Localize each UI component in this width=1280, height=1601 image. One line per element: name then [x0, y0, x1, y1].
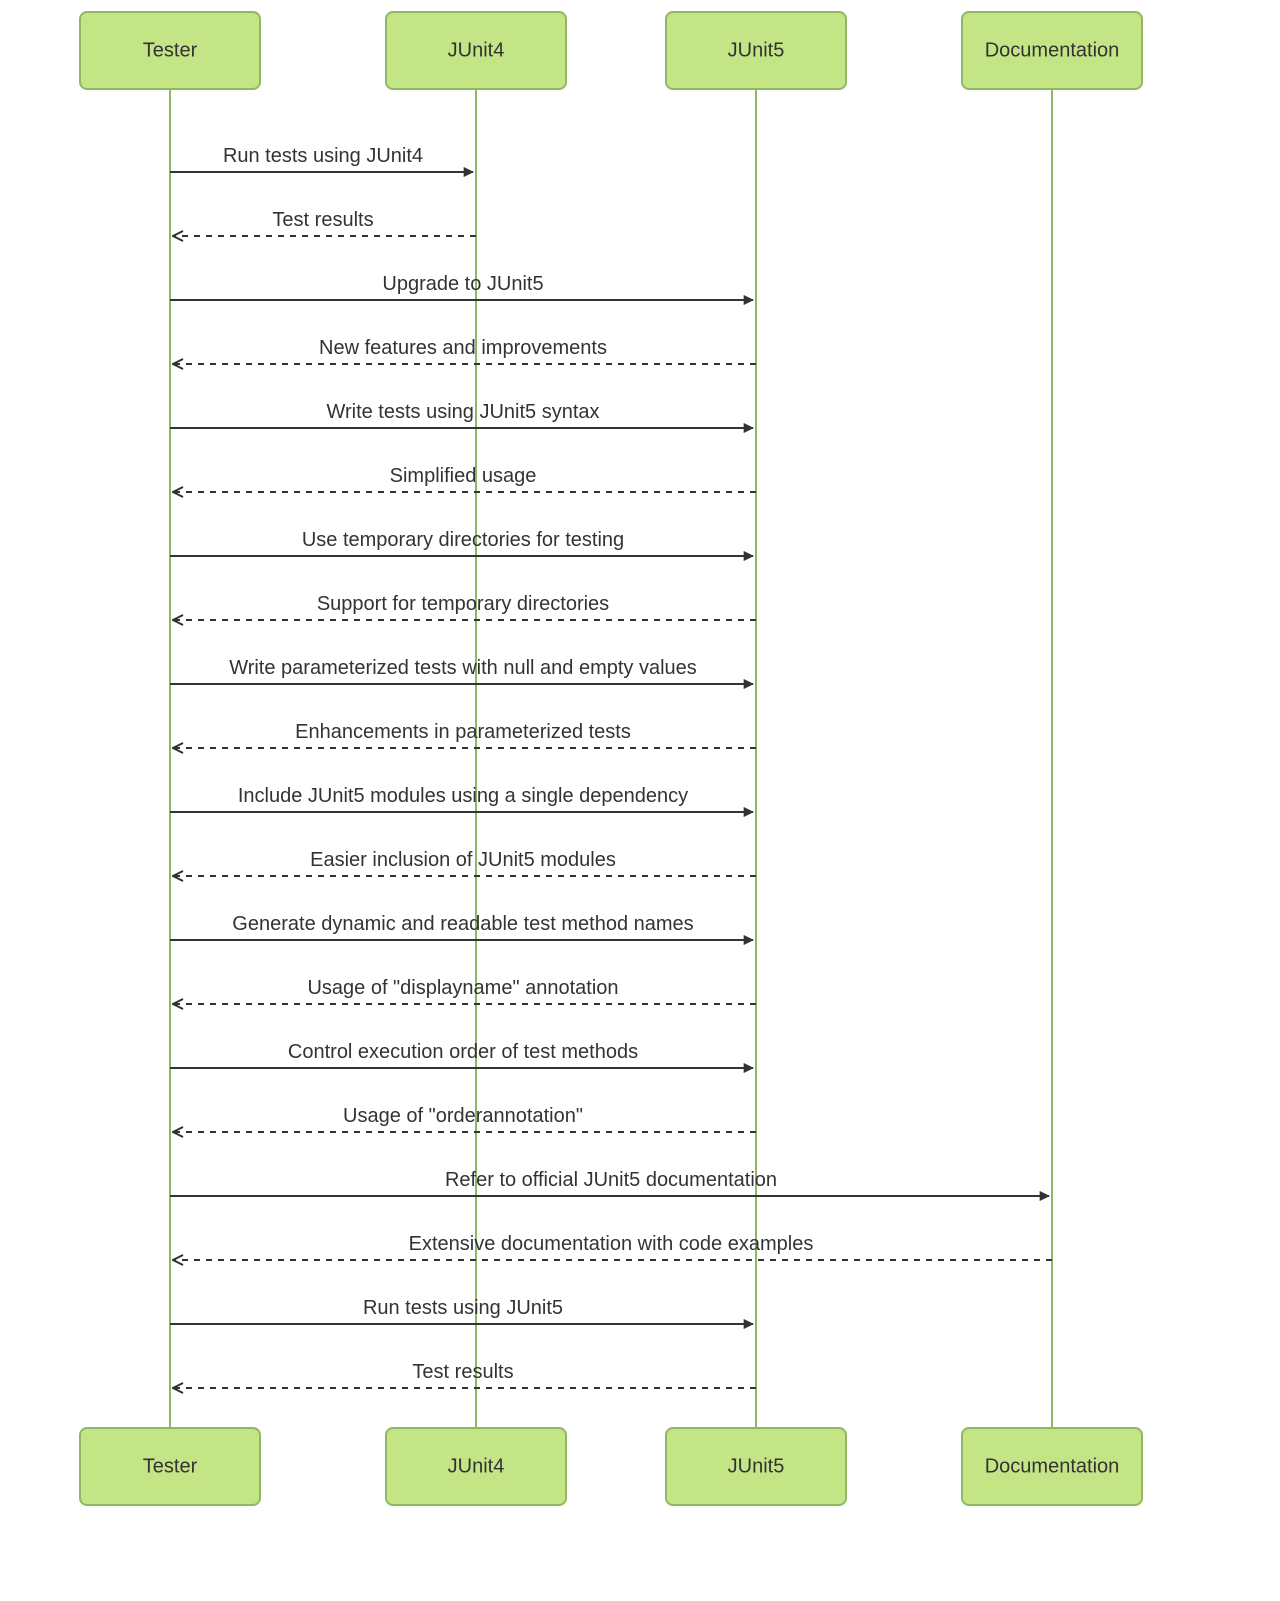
message-label: Easier inclusion of JUnit5 modules	[310, 849, 616, 871]
message-label: Write tests using JUnit5 syntax	[326, 401, 599, 423]
actor-label: JUnit5	[728, 40, 785, 62]
actor-label: Tester	[143, 1456, 198, 1478]
actor-junit4: JUnit4	[386, 12, 566, 89]
message-label: Test results	[272, 209, 373, 231]
message-label: Control execution order of test methods	[288, 1041, 638, 1063]
message-label: Run tests using JUnit5	[363, 1297, 563, 1319]
actor-tester: Tester	[80, 12, 260, 89]
actor-junit5: JUnit5	[666, 1428, 846, 1505]
sequence-diagram: Tester JUnit4 JUnit5 Documentation Tester JUn…	[0, 0, 1280, 1601]
message-label: New features and improvements	[319, 337, 607, 359]
actor-label: Documentation	[985, 40, 1120, 62]
message-label: Enhancements in parameterized tests	[295, 721, 631, 743]
message-label: Run tests using JUnit4	[223, 145, 423, 167]
message-label: Support for temporary directories	[317, 593, 609, 615]
message-label: Usage of "orderannotation"	[343, 1105, 583, 1127]
message-label: Use temporary directories for testing	[302, 529, 624, 551]
message-label: Refer to official JUnit5 documentation	[445, 1169, 777, 1191]
actor-doc: Documentation	[962, 1428, 1142, 1505]
actor-tester: Tester	[80, 1428, 260, 1505]
message-label: Write parameterized tests with null and …	[229, 657, 697, 679]
message-label: Simplified usage	[390, 465, 537, 487]
actor-doc: Documentation	[962, 12, 1142, 89]
message-label: Test results	[412, 1361, 513, 1383]
message-label: Include JUnit5 modules using a single de…	[238, 785, 688, 807]
message-label: Generate dynamic and readable test metho…	[232, 913, 693, 935]
actor-label: JUnit5	[728, 1456, 785, 1478]
actor-label: Documentation	[985, 1456, 1120, 1478]
actor-label: JUnit4	[448, 40, 505, 62]
actor-label: Tester	[143, 40, 198, 62]
message-label: Extensive documentation with code exampl…	[409, 1233, 814, 1255]
actor-label: JUnit4	[448, 1456, 505, 1478]
message-label: Upgrade to JUnit5	[382, 273, 543, 295]
message-label: Usage of "displayname" annotation	[307, 977, 618, 999]
actor-junit5: JUnit5	[666, 12, 846, 89]
actor-junit4: JUnit4	[386, 1428, 566, 1505]
